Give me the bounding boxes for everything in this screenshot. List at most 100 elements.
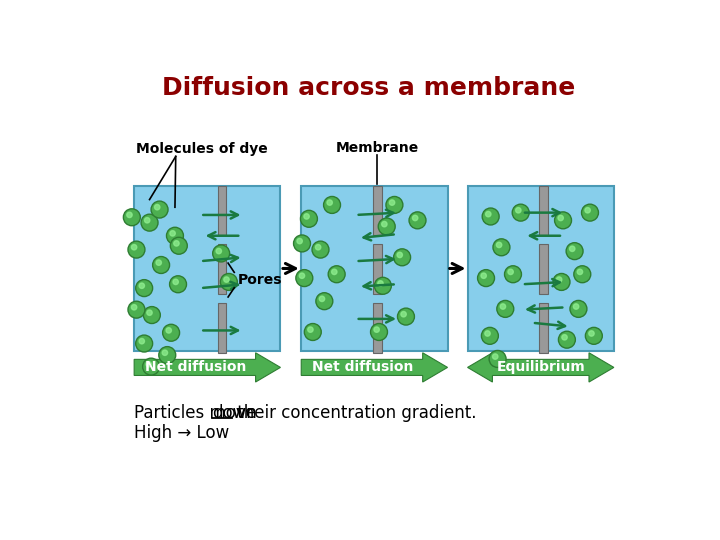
Text: High → Low: High → Low bbox=[134, 424, 230, 442]
Text: Diffusion across a membrane: Diffusion across a membrane bbox=[163, 76, 575, 100]
Circle shape bbox=[497, 300, 514, 318]
Circle shape bbox=[577, 269, 582, 274]
Circle shape bbox=[141, 214, 158, 231]
Circle shape bbox=[147, 310, 152, 315]
Circle shape bbox=[300, 273, 305, 279]
Circle shape bbox=[305, 323, 321, 340]
Circle shape bbox=[397, 252, 402, 258]
Bar bbox=[217, 245, 226, 294]
Bar bbox=[373, 303, 382, 353]
Circle shape bbox=[307, 327, 313, 332]
Circle shape bbox=[374, 327, 379, 332]
Circle shape bbox=[145, 218, 150, 223]
Circle shape bbox=[500, 304, 505, 309]
Bar bbox=[373, 245, 382, 294]
Circle shape bbox=[332, 269, 337, 274]
Circle shape bbox=[171, 237, 187, 254]
Circle shape bbox=[170, 231, 175, 236]
Circle shape bbox=[413, 215, 418, 221]
Circle shape bbox=[170, 276, 186, 293]
Text: Particles move: Particles move bbox=[134, 404, 261, 422]
Circle shape bbox=[482, 208, 499, 225]
Circle shape bbox=[139, 339, 145, 344]
Circle shape bbox=[163, 325, 179, 341]
Circle shape bbox=[143, 307, 161, 323]
Circle shape bbox=[573, 304, 579, 309]
Circle shape bbox=[574, 266, 590, 283]
Circle shape bbox=[485, 211, 491, 217]
Circle shape bbox=[397, 308, 415, 325]
Circle shape bbox=[224, 277, 229, 282]
Circle shape bbox=[151, 201, 168, 218]
Circle shape bbox=[492, 354, 498, 359]
Text: Net diffusion: Net diffusion bbox=[312, 360, 413, 374]
Circle shape bbox=[481, 273, 487, 279]
Circle shape bbox=[166, 328, 171, 333]
Circle shape bbox=[390, 200, 395, 205]
Circle shape bbox=[173, 279, 179, 285]
Circle shape bbox=[386, 197, 403, 213]
Circle shape bbox=[315, 245, 321, 250]
Circle shape bbox=[131, 305, 137, 310]
Bar bbox=[217, 186, 226, 235]
Circle shape bbox=[319, 296, 325, 301]
Bar bbox=[134, 186, 281, 351]
Circle shape bbox=[162, 350, 168, 355]
Bar bbox=[539, 245, 548, 294]
Circle shape bbox=[212, 245, 230, 262]
Circle shape bbox=[485, 331, 490, 336]
Circle shape bbox=[559, 331, 575, 348]
Bar bbox=[373, 186, 382, 235]
Circle shape bbox=[296, 269, 312, 287]
Circle shape bbox=[300, 210, 318, 227]
Circle shape bbox=[508, 269, 513, 274]
Bar bbox=[301, 186, 448, 351]
Bar bbox=[539, 186, 548, 235]
Circle shape bbox=[304, 214, 310, 219]
Circle shape bbox=[139, 283, 145, 288]
Circle shape bbox=[512, 204, 529, 221]
Circle shape bbox=[558, 215, 563, 221]
Circle shape bbox=[297, 238, 302, 244]
Circle shape bbox=[378, 281, 383, 286]
Circle shape bbox=[589, 331, 594, 336]
Circle shape bbox=[570, 246, 575, 252]
Text: Membrane: Membrane bbox=[336, 141, 419, 155]
Circle shape bbox=[327, 200, 333, 205]
Circle shape bbox=[323, 197, 341, 213]
Circle shape bbox=[566, 242, 583, 260]
Text: Net diffusion: Net diffusion bbox=[145, 360, 246, 374]
Circle shape bbox=[216, 248, 222, 254]
Circle shape bbox=[582, 204, 598, 221]
Circle shape bbox=[482, 327, 498, 345]
Circle shape bbox=[312, 241, 329, 258]
Polygon shape bbox=[301, 353, 448, 382]
Bar bbox=[539, 303, 548, 353]
Circle shape bbox=[135, 280, 153, 296]
Circle shape bbox=[166, 227, 184, 244]
Circle shape bbox=[328, 266, 345, 283]
Circle shape bbox=[127, 212, 132, 218]
Circle shape bbox=[371, 323, 387, 340]
Text: down: down bbox=[212, 404, 256, 422]
Circle shape bbox=[156, 260, 161, 265]
Text: their concentration gradient.: their concentration gradient. bbox=[233, 404, 477, 422]
Circle shape bbox=[489, 350, 506, 367]
Circle shape bbox=[123, 209, 140, 226]
Circle shape bbox=[554, 212, 572, 229]
Circle shape bbox=[159, 347, 176, 363]
Circle shape bbox=[146, 362, 151, 367]
Circle shape bbox=[155, 205, 160, 210]
Circle shape bbox=[220, 273, 238, 291]
Circle shape bbox=[409, 212, 426, 229]
Circle shape bbox=[496, 242, 502, 248]
Circle shape bbox=[135, 335, 153, 352]
Circle shape bbox=[153, 256, 170, 273]
Polygon shape bbox=[134, 353, 281, 382]
Text: Molecules of dye: Molecules of dye bbox=[135, 143, 267, 157]
Polygon shape bbox=[467, 353, 614, 382]
Circle shape bbox=[477, 269, 495, 287]
Circle shape bbox=[374, 278, 392, 294]
Circle shape bbox=[585, 207, 590, 213]
Circle shape bbox=[553, 273, 570, 291]
